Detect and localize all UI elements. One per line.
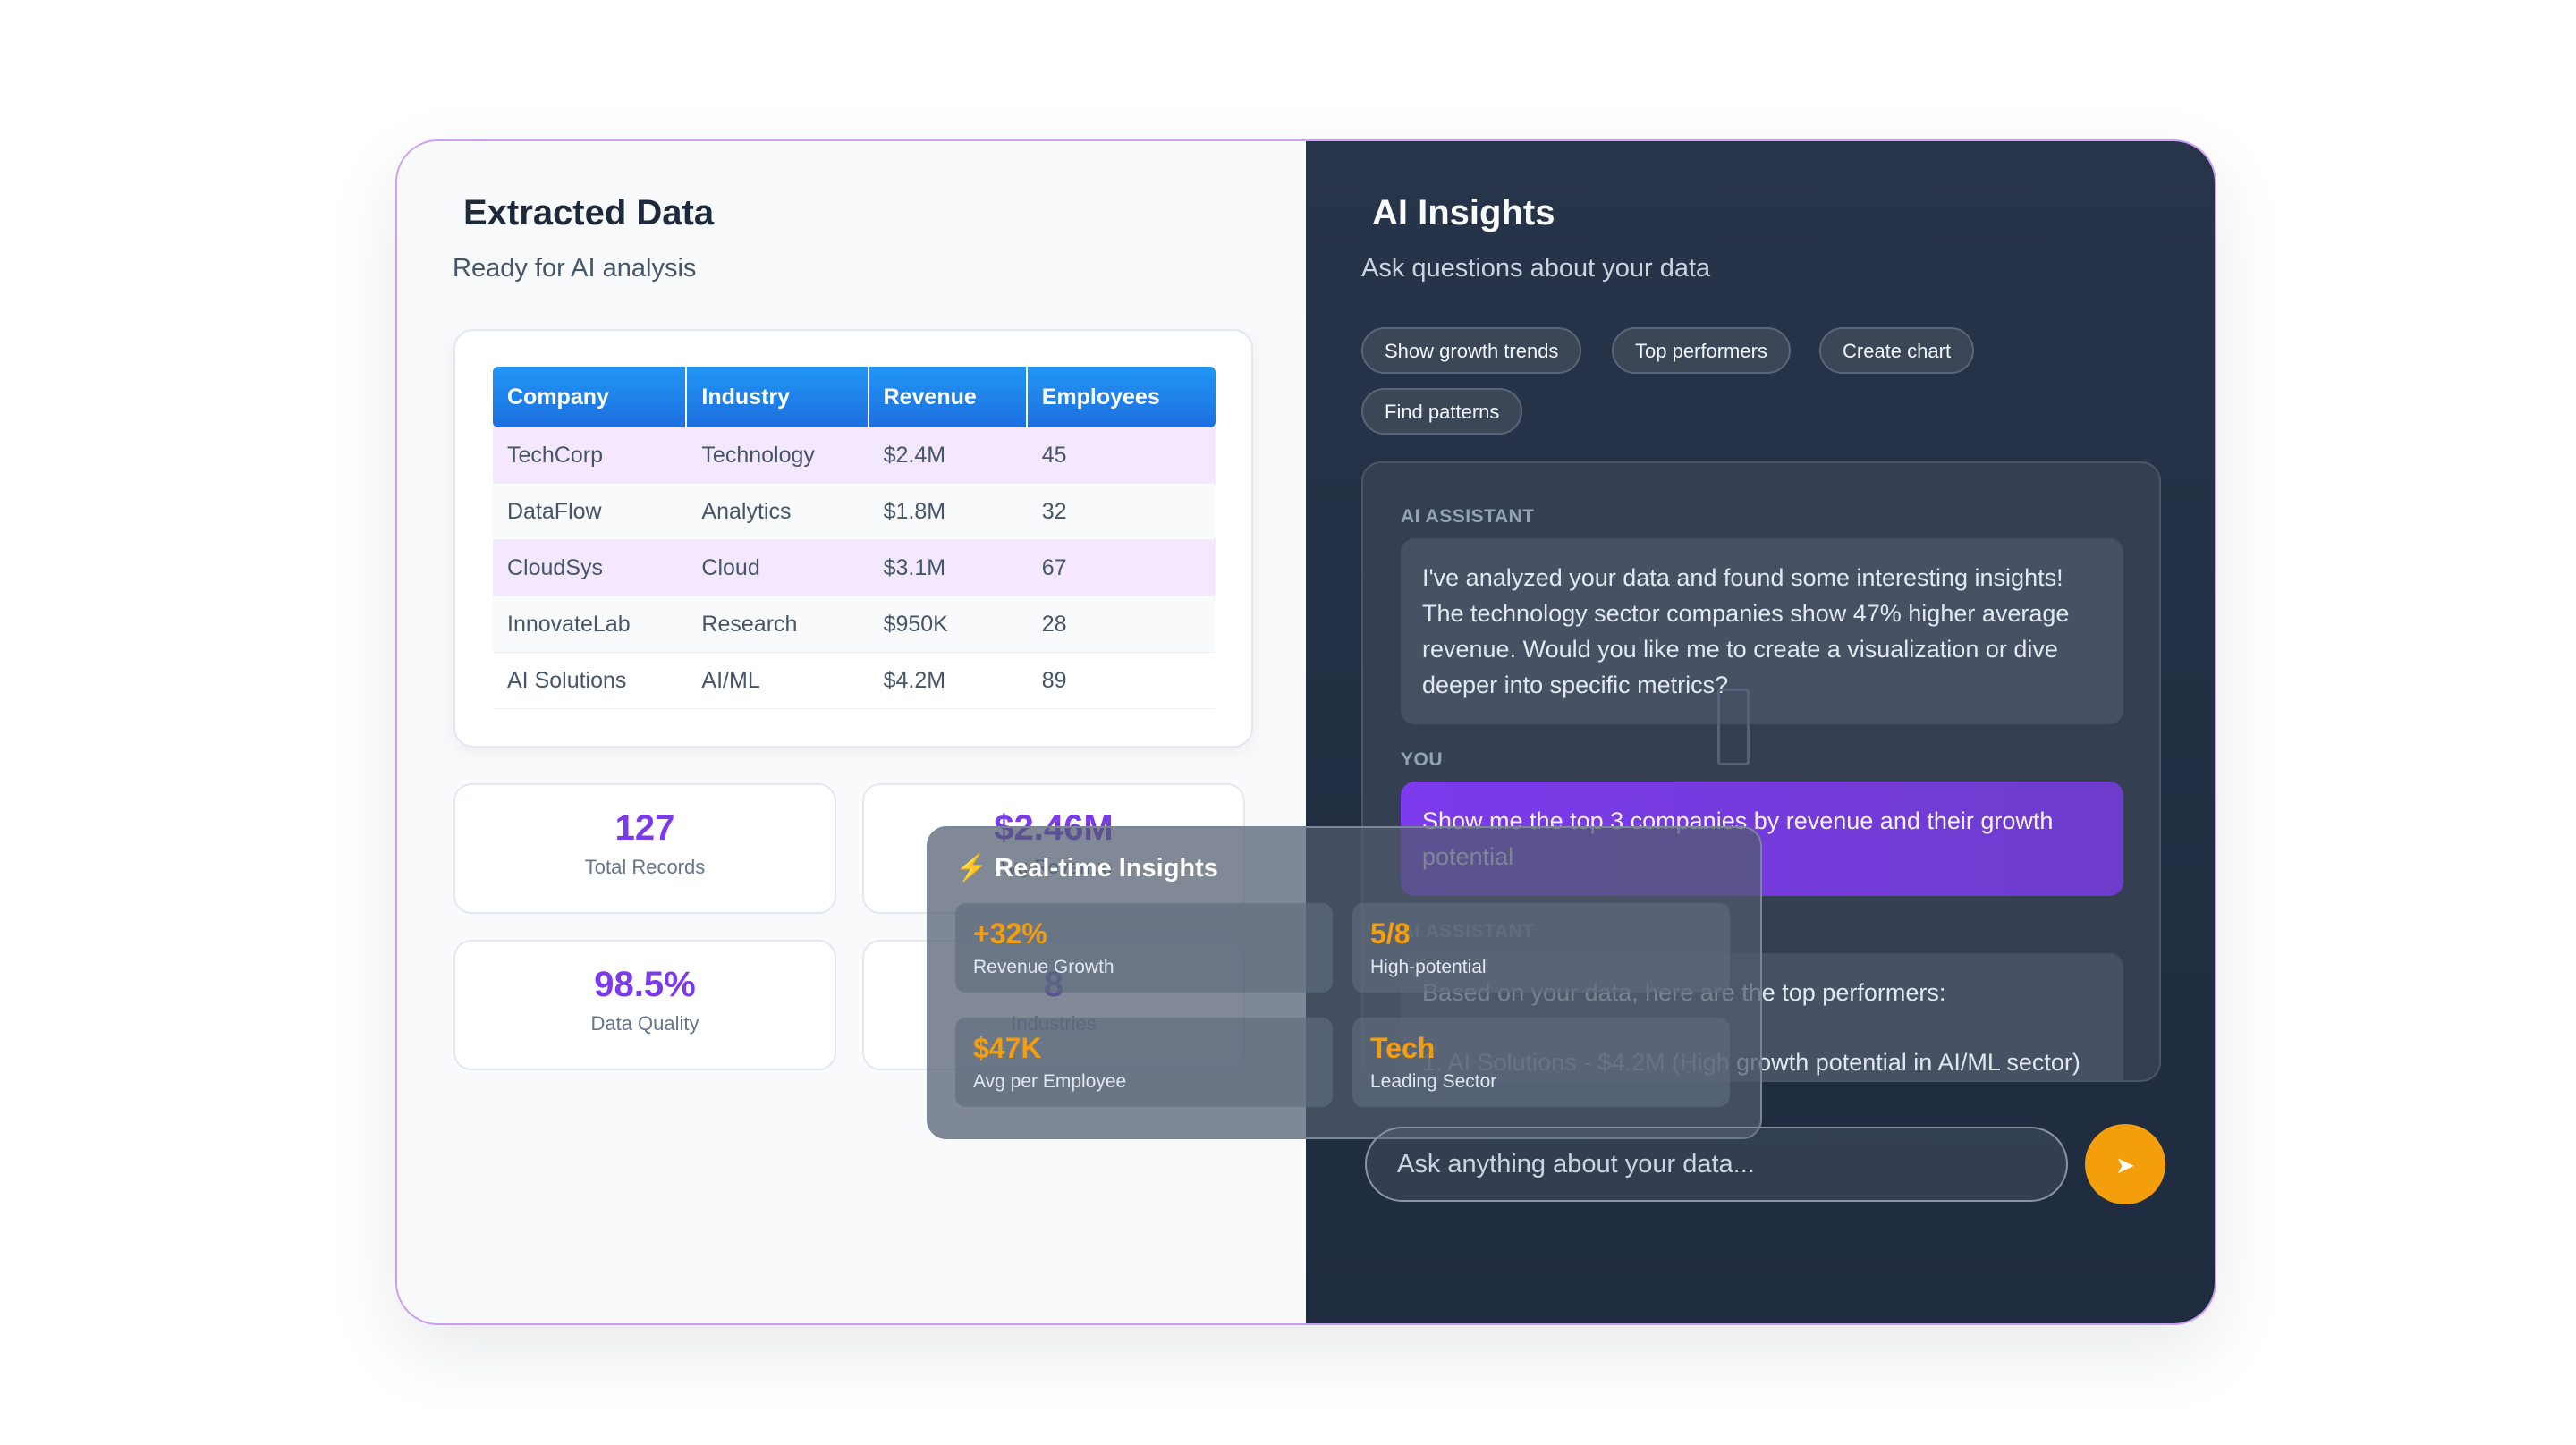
stat-data-quality: 98.5% Data Quality [453,940,836,1070]
table-row[interactable]: AI Solutions AI/ML $4.2M 89 [493,653,1216,709]
column-header-revenue[interactable]: Revenue [869,367,1028,427]
table-cell: InnovateLab [493,596,688,653]
table-cell: $1.8M [869,484,1028,540]
stat-total-records: 127 Total Records [453,783,836,914]
chip-top-performers[interactable]: Top performers [1612,327,1791,374]
insight-label: Avg per Employee [973,1071,1127,1092]
chip-label: Create chart [1843,340,1952,362]
table-cell: 89 [1027,653,1216,709]
send-button[interactable]: ➤ [2085,1124,2165,1204]
table-row[interactable]: DataFlow Analytics $1.8M 32 [493,484,1216,540]
insight-card-high-potential: 5/8 High-potential [1352,903,1730,993]
extracted-data-panel: Extracted Data Ready for AI analysis Com… [397,141,1306,1323]
stat-value: 127 [614,808,675,848]
table-cell: $3.1M [869,540,1028,596]
table-row[interactable]: CloudSys Cloud $3.1M 67 [493,540,1216,596]
stat-label: Data Quality [590,1012,699,1035]
column-header-industry[interactable]: Industry [687,367,869,427]
insight-label: High-potential [1370,957,1487,977]
insight-card-revenue-growth: +32% Revenue Growth [955,903,1333,993]
insight-label: Leading Sector [1370,1071,1497,1092]
placeholder-glyph-icon [1717,689,1750,765]
table-cell: AI/ML [687,653,869,709]
insight-card-leading-sector: Tech Leading Sector [1352,1018,1730,1107]
table-row[interactable]: InnovateLab Research $950K 28 [493,596,1216,653]
data-table-card: Company Industry Revenue Employees TechC… [453,329,1253,748]
table-row[interactable]: TechCorp Technology $2.4M 45 [493,427,1216,484]
chip-create-chart[interactable]: Create chart [1819,327,1975,374]
chat-role-label: YOU [1401,749,1444,770]
table-cell: 67 [1027,540,1216,596]
insight-value: Tech [1370,1032,1436,1064]
realtime-insights-title: ⚡ Real-time Insights [955,854,1218,883]
ai-insights-title: AI Insights [1372,193,1555,232]
insight-label: Revenue Growth [973,957,1114,977]
table-cell: $2.4M [869,427,1028,484]
ai-insights-heading: AI Insights [1361,193,1555,233]
table-cell: CloudSys [493,540,688,596]
ask-input[interactable] [1365,1127,2068,1202]
column-header-company[interactable]: Company [493,367,688,427]
table-cell: DataFlow [493,484,688,540]
ai-insights-subtitle: Ask questions about your data [1361,254,1711,283]
realtime-insights-panel: ⚡ Real-time Insights +32% Revenue Growth… [927,826,1762,1139]
stat-value: 98.5% [594,965,696,1004]
table-cell: Analytics [687,484,869,540]
ai-insights-panel: AI Insights Ask questions about your dat… [1306,141,2215,1323]
chip-find-patterns[interactable]: Find patterns [1361,388,1523,435]
chip-label: Top performers [1635,340,1767,362]
table-cell: $4.2M [869,653,1028,709]
chip-show-growth-trends[interactable]: Show growth trends [1361,327,1582,374]
table-cell: 32 [1027,484,1216,540]
chip-label: Show growth trends [1385,340,1559,362]
main-card: Extracted Data Ready for AI analysis Com… [397,141,2215,1323]
table-cell: $950K [869,596,1028,653]
insight-value: $47K [973,1032,1042,1064]
table-cell: Cloud [687,540,869,596]
ai-message: I've analyzed your data and found some i… [1401,538,2123,724]
column-header-employees[interactable]: Employees [1027,367,1216,427]
extracted-data-subtitle: Ready for AI analysis [453,254,697,283]
chat-window[interactable]: AI ASSISTANT I've analyzed your data and… [1361,461,2161,1082]
table-cell: Technology [687,427,869,484]
table-cell: 45 [1027,427,1216,484]
table-cell: 28 [1027,596,1216,653]
insight-card-avg-per-employee: $47K Avg per Employee [955,1018,1333,1107]
table-cell: AI Solutions [493,653,688,709]
data-table: Company Industry Revenue Employees TechC… [493,367,1216,709]
chip-label: Find patterns [1385,401,1500,423]
stat-label: Total Records [584,856,706,878]
insight-value: 5/8 [1370,917,1411,950]
extracted-data-title: Extracted Data [463,193,715,232]
insight-value: +32% [973,917,1047,950]
table-cell: TechCorp [493,427,688,484]
chat-role-label: AI ASSISTANT [1401,506,1535,527]
table-cell: Research [687,596,869,653]
extracted-data-heading: Extracted Data [453,193,714,233]
